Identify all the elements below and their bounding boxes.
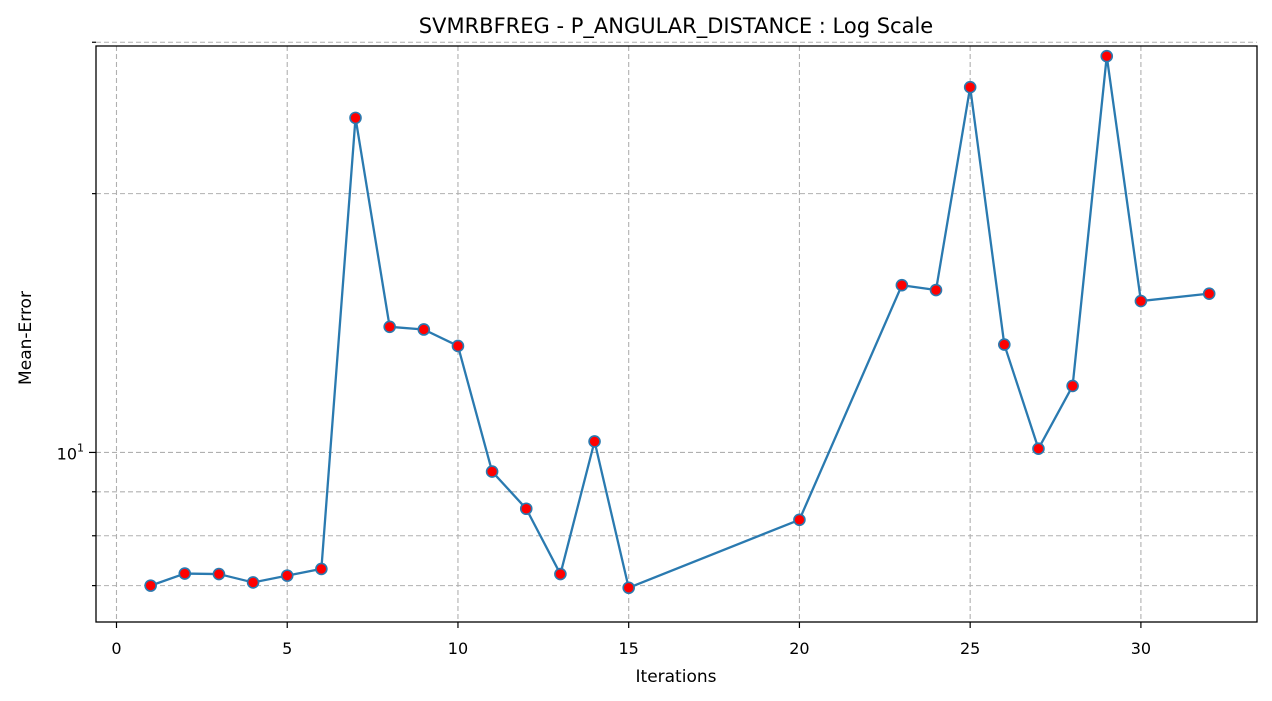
data-point xyxy=(178,567,192,580)
plot-frame xyxy=(95,45,1258,623)
y-tick-label: 101 xyxy=(57,441,84,463)
data-point xyxy=(895,278,909,292)
data-point xyxy=(554,567,567,581)
data-point xyxy=(485,465,499,478)
data-point xyxy=(588,435,601,448)
data-point xyxy=(1202,287,1216,300)
data-point xyxy=(417,323,431,336)
data-point xyxy=(349,111,362,125)
data-point xyxy=(519,502,533,516)
data-point xyxy=(998,338,1011,351)
data-point xyxy=(315,562,328,576)
x-tick-label: 30 xyxy=(1131,639,1151,658)
y-axis-label: Mean-Error xyxy=(16,291,36,385)
axes: 0 5 10 15 20 25 30 101 xyxy=(57,41,1151,658)
data-point xyxy=(383,320,396,334)
x-tick-label: 25 xyxy=(960,639,980,658)
chart-title: SVMRBFREG - P_ANGULAR_DISTANCE : Log Sca… xyxy=(419,14,933,39)
x-tick-label: 15 xyxy=(619,639,639,658)
data-point xyxy=(1032,442,1045,456)
data-point xyxy=(1134,294,1148,308)
data-point xyxy=(212,567,226,581)
data-point xyxy=(1066,379,1079,393)
x-axis-label: Iterations xyxy=(636,667,717,687)
data-point xyxy=(246,576,260,589)
x-tick-label: 20 xyxy=(789,639,809,658)
data-point xyxy=(451,339,465,353)
data-point xyxy=(793,513,806,527)
data-point xyxy=(622,581,635,595)
data-point xyxy=(963,80,977,94)
x-tick-label: 5 xyxy=(282,639,292,658)
data-point xyxy=(1100,49,1114,63)
x-tick-label: 10 xyxy=(448,639,468,658)
data-point xyxy=(144,579,157,592)
series xyxy=(144,49,1216,595)
grid xyxy=(96,41,1257,622)
data-point xyxy=(280,569,294,582)
x-tick-label: 0 xyxy=(111,639,121,658)
data-point xyxy=(929,283,943,297)
